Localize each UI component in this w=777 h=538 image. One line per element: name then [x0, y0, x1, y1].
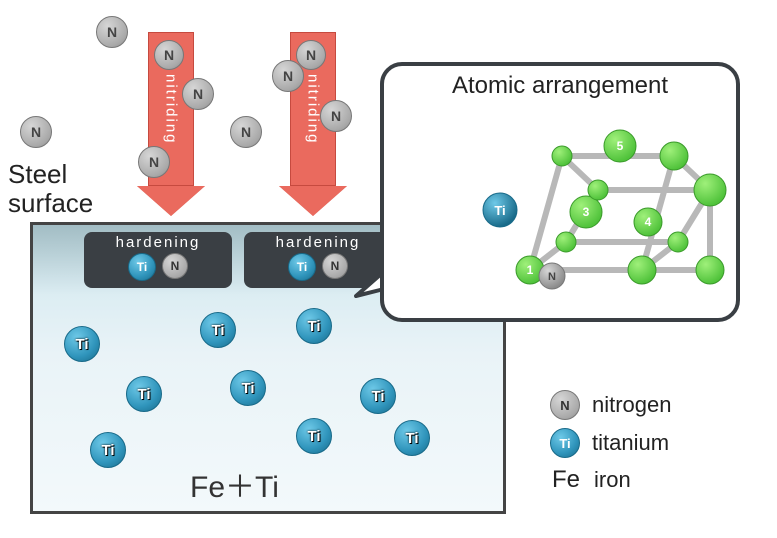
- legend-row-nitrogen: N nitrogen: [550, 390, 672, 420]
- steel-surface-label: Steel surface: [8, 160, 93, 217]
- legend-row-iron: Fe iron: [550, 466, 672, 494]
- titanium-atom: Ti: [200, 312, 236, 348]
- svg-text:1: 1: [527, 263, 534, 277]
- callout-title: Atomic arrangement: [384, 72, 736, 100]
- titanium-atom: Ti: [90, 432, 126, 468]
- legend-row-titanium: Ti titanium: [550, 428, 672, 458]
- svg-text:5: 5: [617, 139, 624, 153]
- titanium-atom-icon: Ti: [550, 428, 580, 458]
- svg-text:3: 3: [583, 205, 590, 219]
- nitrogen-atom: N: [320, 100, 352, 132]
- titanium-atom: Ti: [230, 370, 266, 406]
- hardening-label: hardening: [84, 234, 232, 251]
- hardening-box: hardening TiN: [84, 232, 232, 288]
- nitrogen-atom-icon: N: [550, 390, 580, 420]
- titanium-atom: Ti: [296, 308, 332, 344]
- nitrogen-atom-icon: N: [162, 253, 188, 279]
- legend: N nitrogen Ti titanium Fe iron: [550, 390, 672, 502]
- titanium-atom: Ti: [64, 326, 100, 362]
- titanium-atom-icon: Ti: [128, 253, 156, 281]
- titanium-atom: Ti: [126, 376, 162, 412]
- nitrogen-atom: N: [20, 116, 52, 148]
- legend-titanium-label: titanium: [592, 430, 669, 456]
- nitrogen-atom: N: [154, 40, 184, 70]
- svg-text:N: N: [548, 271, 556, 283]
- nitrogen-atom: N: [296, 40, 326, 70]
- arrow-head-icon: [279, 186, 347, 216]
- nitrogen-atom: N: [96, 16, 128, 48]
- legend-iron-label: iron: [594, 467, 631, 493]
- titanium-atom: Ti: [296, 418, 332, 454]
- lattice-diagram: 1 3 4 5 Ti N: [390, 100, 730, 310]
- svg-text:4: 4: [645, 215, 652, 229]
- titanium-atom: Ti: [360, 378, 396, 414]
- diagram-canvas: Steel surface nitridingnitriding NNNNNNN…: [0, 0, 777, 538]
- arrow-head-icon: [137, 186, 205, 216]
- svg-text:Ti: Ti: [494, 203, 505, 218]
- iron-symbol: Fe: [550, 466, 582, 494]
- titanium-atom-icon: Ti: [288, 253, 316, 281]
- atomic-arrangement-callout: Atomic arrangement 1 3 4 5 Ti N: [380, 62, 740, 322]
- nitrogen-atom: N: [138, 146, 170, 178]
- steel-surface-line2: surface: [8, 188, 93, 218]
- legend-nitrogen-label: nitrogen: [592, 392, 672, 418]
- nitrogen-atom-icon: N: [322, 253, 348, 279]
- nitrogen-atom: N: [182, 78, 214, 110]
- steel-surface-line1: Steel: [8, 159, 67, 189]
- nitrogen-atom: N: [230, 116, 262, 148]
- titanium-atom: Ti: [394, 420, 430, 456]
- fe-ti-label: Fe＋Ti: [190, 462, 279, 506]
